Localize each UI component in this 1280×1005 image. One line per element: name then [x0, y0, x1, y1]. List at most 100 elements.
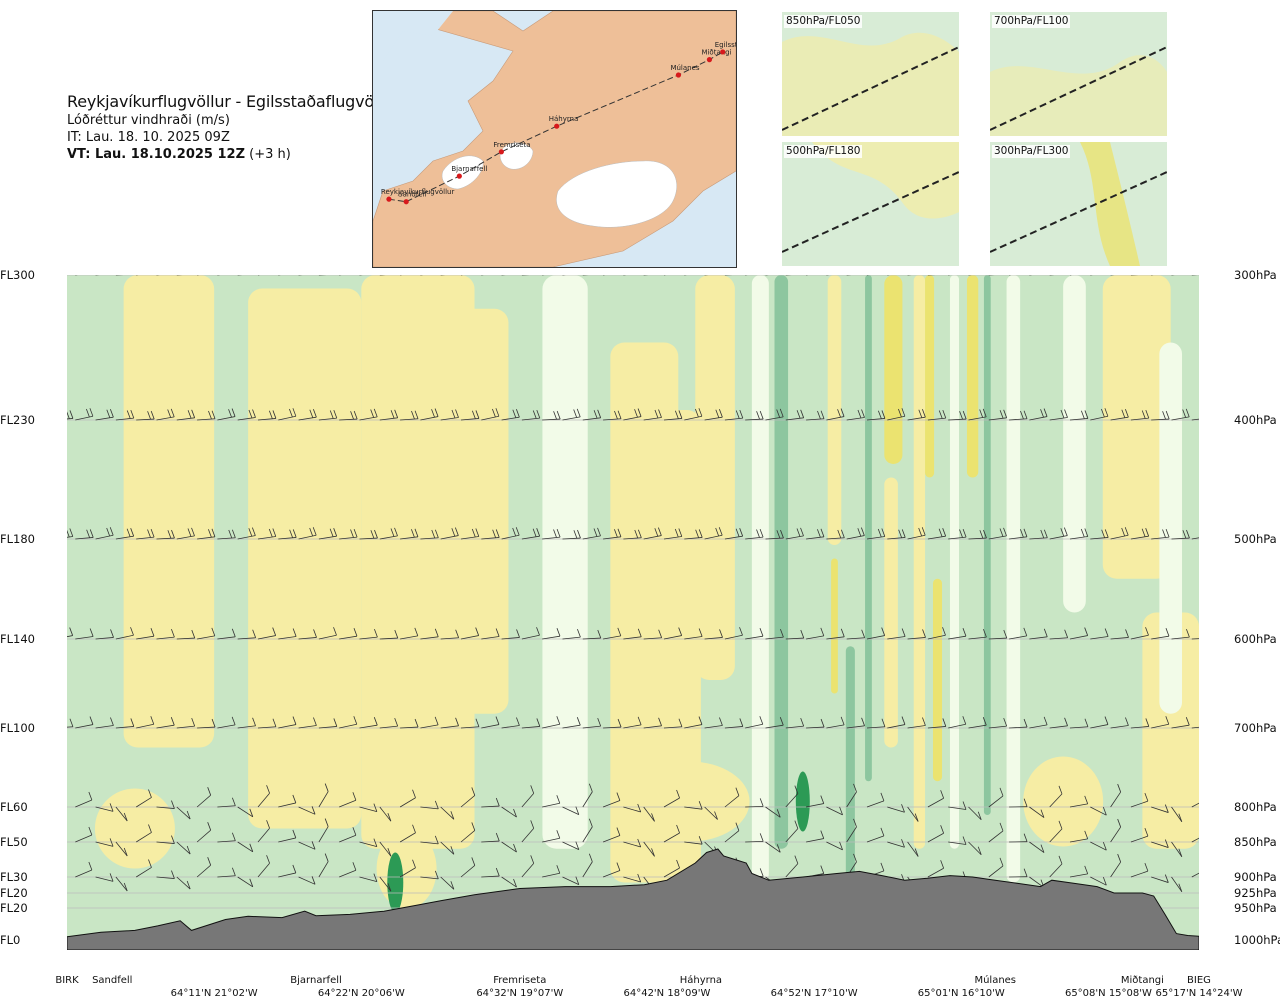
velocity-cell	[387, 852, 404, 913]
wind-barb	[623, 838, 642, 848]
wind-barb	[724, 409, 744, 421]
wind-barb	[400, 275, 403, 276]
hpa-tick-label: 925hPa	[1234, 886, 1277, 900]
hpa-tick-label: 400hPa	[1234, 413, 1277, 427]
wind-barb	[440, 275, 446, 276]
wind-barb	[521, 785, 535, 808]
wind-barb	[75, 826, 93, 843]
wind-barb	[663, 859, 680, 878]
wind-barb	[156, 628, 175, 640]
wind-barb	[1151, 804, 1169, 813]
wind-barb	[257, 528, 277, 540]
wind-barb	[846, 275, 852, 276]
mini-map-svg	[782, 12, 959, 136]
wind-barb	[1029, 529, 1048, 540]
wind-barb	[684, 275, 687, 276]
route-point-label: Miðtangi	[701, 49, 731, 57]
velocity-band	[925, 275, 935, 478]
wind-barb	[927, 860, 945, 878]
fl-tick-label: FL0	[0, 933, 21, 947]
wind-barb	[1171, 806, 1183, 822]
velocity-band	[1006, 275, 1021, 883]
wind-barb	[440, 409, 459, 421]
route-point: Sandfell	[398, 191, 427, 205]
wind-barb	[623, 275, 627, 276]
wind-barb	[318, 818, 329, 843]
wind-barb	[400, 627, 419, 640]
wind-barb	[988, 409, 1008, 421]
wind-barb	[1171, 275, 1175, 276]
wind-barb	[339, 410, 358, 421]
wind-barb	[907, 841, 919, 857]
wind-barb	[663, 528, 683, 540]
wind-barb	[237, 629, 257, 640]
wind-barb	[318, 528, 338, 540]
wind-barb	[1110, 783, 1122, 808]
wind-barb	[400, 528, 419, 540]
wind-barb	[115, 806, 128, 822]
wind-barb	[136, 275, 139, 276]
wind-barb	[1151, 410, 1170, 421]
wind-barb	[704, 629, 723, 640]
wind-barb	[197, 627, 216, 640]
hpa-tick-label: 1000hPa	[1234, 933, 1280, 947]
wind-barb	[501, 409, 520, 421]
wind-barb	[75, 716, 94, 729]
wind-barb	[379, 275, 386, 276]
wind-barb	[1171, 876, 1183, 892]
wind-barb	[684, 628, 703, 640]
wind-barb	[95, 409, 114, 421]
wind-barb	[257, 410, 277, 421]
velocity-band	[949, 275, 960, 849]
location-tick-label: Háhyrna	[679, 975, 723, 986]
wind-barb	[176, 806, 191, 820]
wind-barb	[602, 792, 621, 808]
wind-barb	[603, 718, 622, 729]
velocity-band	[932, 578, 943, 782]
wind-barb	[481, 832, 500, 843]
wind-barb	[765, 275, 769, 276]
wind-barb	[623, 408, 642, 421]
wind-barb	[1151, 839, 1169, 848]
wind-barb	[339, 862, 357, 878]
wind-barb	[75, 791, 93, 808]
wind-barb	[826, 806, 843, 816]
mini-map-svg	[782, 142, 959, 266]
wind-barb	[968, 841, 982, 856]
wind-barb	[542, 275, 545, 276]
wind-barb	[460, 718, 480, 729]
valid-time: VT: Lau. 18.10.2025 12Z (+3 h)	[67, 147, 291, 162]
wind-barb	[684, 836, 703, 845]
wind-barb	[379, 876, 392, 892]
valid-time-main: VT: Lau. 18.10.2025 12Z	[67, 147, 246, 162]
velocity-band	[123, 275, 215, 748]
wind-barb	[257, 718, 277, 729]
plot-area	[67, 275, 1199, 950]
wind-barb	[643, 275, 649, 276]
route-point-label: Múlanes	[670, 64, 699, 72]
wind-barb	[75, 408, 94, 421]
wind-barb	[298, 841, 316, 850]
wind-barb	[318, 409, 338, 421]
wind-barb	[481, 716, 500, 729]
wind-barb	[95, 527, 114, 540]
wind-barb	[907, 275, 912, 276]
wind-barb	[217, 628, 236, 640]
wind-barb	[785, 527, 804, 540]
wind-barb	[156, 275, 160, 276]
wind-barb	[765, 529, 784, 540]
wind-barb	[745, 410, 764, 421]
wind-barb	[1171, 408, 1190, 421]
wind-barb	[156, 529, 175, 540]
hpa-tick-label: 300hPa	[1234, 268, 1277, 282]
wind-barb	[1110, 717, 1129, 729]
wind-barb	[1090, 876, 1107, 886]
wind-barb	[1069, 627, 1089, 640]
wind-barb	[846, 783, 857, 808]
wind-barb	[866, 792, 885, 808]
wind-barb	[1130, 528, 1150, 540]
mini-map-label: 700hPa/FL100	[992, 15, 1071, 28]
hpa-tick-label: 850hPa	[1234, 835, 1277, 849]
wind-barb	[582, 275, 589, 276]
route-point-label: Reykjavíkurflugvöllur	[381, 188, 455, 196]
